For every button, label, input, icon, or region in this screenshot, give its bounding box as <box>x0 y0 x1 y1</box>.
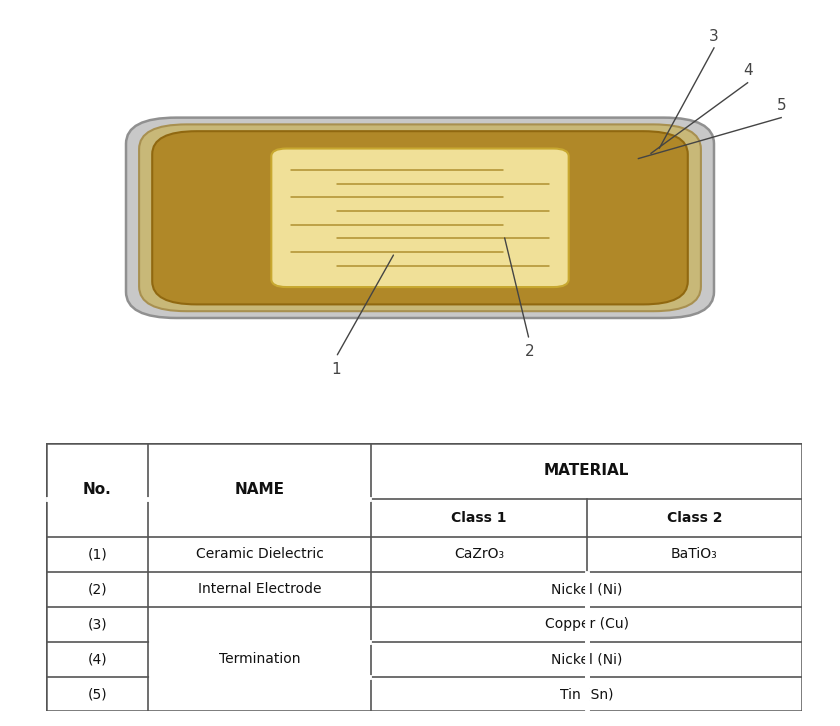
FancyBboxPatch shape <box>139 124 701 311</box>
Text: MATERIAL: MATERIAL <box>544 463 629 478</box>
Text: 2: 2 <box>524 344 534 359</box>
Text: BaTiO₃: BaTiO₃ <box>671 547 718 561</box>
Text: Class 1: Class 1 <box>451 511 507 525</box>
Text: (5): (5) <box>87 687 107 701</box>
Text: (4): (4) <box>87 652 107 666</box>
Text: (2): (2) <box>87 582 107 596</box>
Text: Nickel (Ni): Nickel (Ni) <box>551 652 622 666</box>
Text: 3: 3 <box>709 28 719 44</box>
Text: CaZrO₃: CaZrO₃ <box>454 547 504 561</box>
Text: (1): (1) <box>87 547 108 561</box>
Text: Copper (Cu): Copper (Cu) <box>545 617 628 632</box>
Text: (3): (3) <box>87 617 107 632</box>
FancyBboxPatch shape <box>126 118 714 318</box>
Text: Internal Electrode: Internal Electrode <box>198 582 322 596</box>
FancyBboxPatch shape <box>152 131 688 304</box>
Text: Nickel (Ni): Nickel (Ni) <box>551 582 622 596</box>
FancyBboxPatch shape <box>271 149 569 287</box>
Text: Termination: Termination <box>219 652 301 666</box>
Text: Class 2: Class 2 <box>667 511 722 525</box>
Text: No.: No. <box>83 483 112 497</box>
Text: 5: 5 <box>776 98 786 113</box>
Text: Ceramic Dielectric: Ceramic Dielectric <box>196 547 323 561</box>
Text: 1: 1 <box>331 362 341 377</box>
Text: NAME: NAME <box>234 483 285 497</box>
Text: Tin (Sn): Tin (Sn) <box>560 687 613 701</box>
Text: 4: 4 <box>743 63 753 78</box>
